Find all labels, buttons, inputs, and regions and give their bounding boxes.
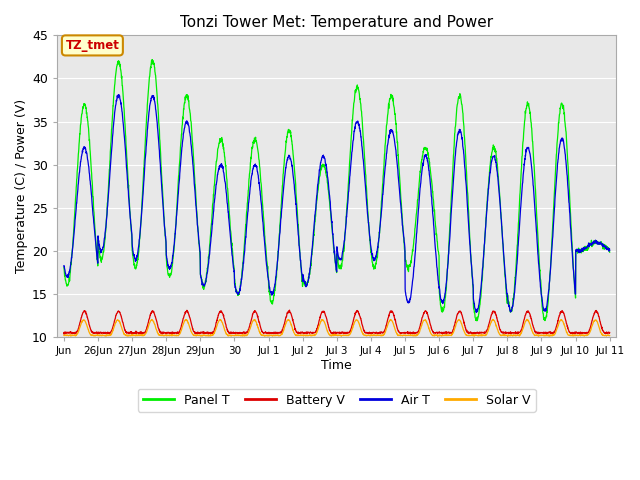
Air T xyxy=(472,310,480,315)
Battery V xyxy=(285,307,293,313)
Battery V xyxy=(598,327,606,333)
Battery V xyxy=(60,330,68,336)
Battery V xyxy=(502,330,509,336)
Line: Battery V: Battery V xyxy=(64,310,610,334)
Panel T xyxy=(115,58,122,64)
Solar V xyxy=(232,332,240,338)
Air T xyxy=(598,242,606,248)
Solar V xyxy=(60,333,68,338)
Solar V xyxy=(501,333,509,338)
Battery V xyxy=(606,330,614,336)
X-axis label: Time: Time xyxy=(321,359,352,372)
Y-axis label: Temperature (C) / Power (V): Temperature (C) / Power (V) xyxy=(15,99,28,273)
Panel T xyxy=(148,57,156,62)
Battery V xyxy=(115,309,122,314)
Battery V xyxy=(532,329,540,335)
Panel T xyxy=(502,276,509,281)
Solar V xyxy=(504,334,511,339)
Battery V xyxy=(232,330,240,336)
Panel T xyxy=(606,250,614,255)
Solar V xyxy=(598,331,606,337)
Air T xyxy=(606,248,614,253)
Panel T xyxy=(532,204,540,210)
Air T xyxy=(370,256,378,262)
Line: Panel T: Panel T xyxy=(64,60,610,321)
Air T xyxy=(115,93,122,99)
Panel T xyxy=(370,266,378,272)
Legend: Panel T, Battery V, Air T, Solar V: Panel T, Battery V, Air T, Solar V xyxy=(138,389,536,412)
Solar V xyxy=(532,332,540,338)
Air T xyxy=(532,225,540,231)
Text: TZ_tmet: TZ_tmet xyxy=(65,39,119,52)
Solar V xyxy=(115,317,122,323)
Air T xyxy=(502,272,509,278)
Solar V xyxy=(523,316,531,322)
Line: Air T: Air T xyxy=(64,95,610,312)
Panel T xyxy=(60,265,68,271)
Air T xyxy=(60,263,68,269)
Title: Tonzi Tower Met: Temperature and Power: Tonzi Tower Met: Temperature and Power xyxy=(180,15,493,30)
Line: Solar V: Solar V xyxy=(64,319,610,336)
Panel T xyxy=(598,242,606,248)
Panel T xyxy=(473,318,481,324)
Battery V xyxy=(370,330,378,336)
Air T xyxy=(115,92,122,97)
Air T xyxy=(232,288,240,294)
Panel T xyxy=(232,287,240,293)
Solar V xyxy=(369,333,377,338)
Battery V xyxy=(60,331,68,337)
Solar V xyxy=(606,333,614,338)
